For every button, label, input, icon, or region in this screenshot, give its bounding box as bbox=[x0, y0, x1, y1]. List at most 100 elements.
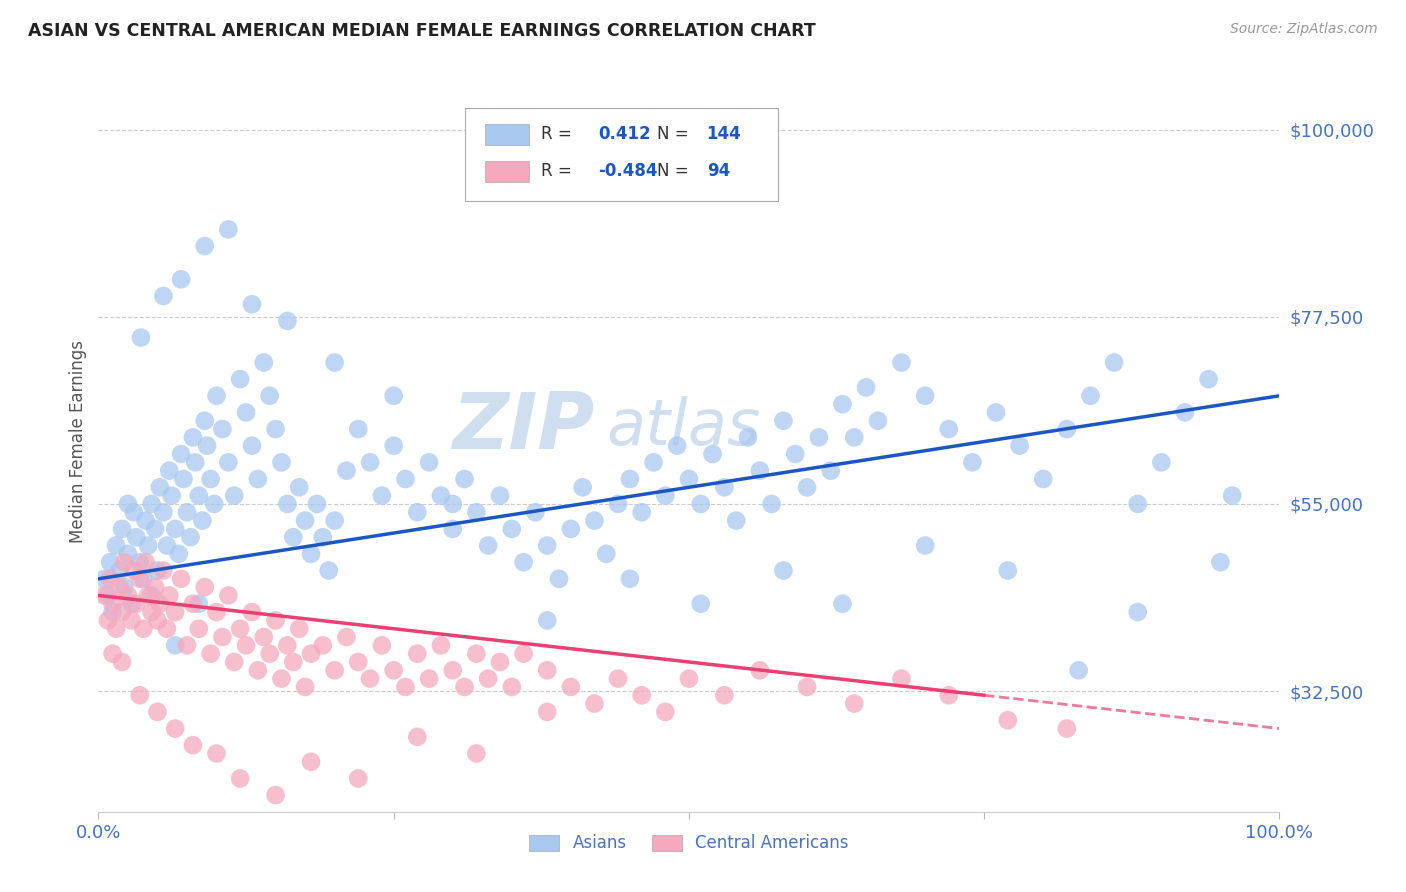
Point bbox=[678, 672, 700, 686]
Point bbox=[229, 622, 252, 636]
Point bbox=[97, 614, 120, 628]
Point bbox=[240, 605, 263, 619]
Point bbox=[997, 713, 1019, 727]
Point bbox=[1220, 489, 1243, 503]
FancyBboxPatch shape bbox=[485, 161, 530, 182]
Point bbox=[141, 497, 163, 511]
Point bbox=[229, 772, 252, 786]
Point bbox=[187, 597, 209, 611]
Point bbox=[371, 638, 394, 652]
Point bbox=[453, 680, 475, 694]
Text: ASIAN VS CENTRAL AMERICAN MEDIAN FEMALE EARNINGS CORRELATION CHART: ASIAN VS CENTRAL AMERICAN MEDIAN FEMALE … bbox=[28, 22, 815, 40]
Point bbox=[132, 572, 155, 586]
Point bbox=[294, 680, 316, 694]
Point bbox=[149, 480, 172, 494]
Point bbox=[246, 472, 269, 486]
Point bbox=[235, 638, 257, 652]
Point bbox=[1126, 497, 1149, 511]
Point bbox=[997, 564, 1019, 578]
Point bbox=[156, 539, 179, 553]
Point bbox=[583, 514, 606, 528]
Point bbox=[855, 380, 877, 394]
Point bbox=[962, 455, 984, 469]
Point bbox=[512, 555, 534, 569]
Point bbox=[406, 730, 429, 744]
Point bbox=[101, 647, 124, 661]
Point bbox=[112, 555, 135, 569]
Text: 94: 94 bbox=[707, 162, 730, 180]
Point bbox=[152, 289, 174, 303]
Point bbox=[406, 647, 429, 661]
Point bbox=[347, 772, 370, 786]
Text: R =: R = bbox=[541, 125, 572, 144]
Point bbox=[253, 355, 276, 369]
Point bbox=[394, 472, 416, 486]
Point bbox=[418, 672, 440, 686]
Point bbox=[1056, 722, 1078, 736]
Point bbox=[149, 597, 172, 611]
Point bbox=[465, 505, 488, 519]
Point bbox=[394, 680, 416, 694]
Point bbox=[202, 497, 225, 511]
Point bbox=[441, 663, 464, 677]
Point bbox=[560, 680, 582, 694]
Point bbox=[294, 514, 316, 528]
Point bbox=[536, 705, 558, 719]
Point bbox=[187, 622, 209, 636]
FancyBboxPatch shape bbox=[464, 109, 778, 201]
Point bbox=[191, 514, 214, 528]
Point bbox=[465, 747, 488, 761]
Point bbox=[643, 455, 665, 469]
Point bbox=[465, 647, 488, 661]
Point bbox=[194, 414, 217, 428]
Point bbox=[156, 622, 179, 636]
Point bbox=[914, 539, 936, 553]
Point bbox=[477, 539, 499, 553]
Text: Source: ZipAtlas.com: Source: ZipAtlas.com bbox=[1230, 22, 1378, 37]
Point bbox=[607, 497, 630, 511]
Point bbox=[205, 747, 228, 761]
Point bbox=[501, 680, 523, 694]
Point bbox=[489, 489, 512, 503]
Point bbox=[135, 555, 157, 569]
Point bbox=[165, 522, 187, 536]
Point bbox=[211, 630, 233, 644]
Point bbox=[844, 430, 866, 444]
Point bbox=[135, 514, 157, 528]
Point bbox=[323, 514, 346, 528]
Point bbox=[125, 597, 148, 611]
Point bbox=[524, 505, 547, 519]
Point bbox=[299, 647, 322, 661]
Point bbox=[1198, 372, 1220, 386]
Point bbox=[235, 405, 257, 419]
Point bbox=[1174, 405, 1197, 419]
Point bbox=[152, 505, 174, 519]
Point bbox=[512, 647, 534, 661]
Point bbox=[866, 414, 889, 428]
Point bbox=[654, 489, 676, 503]
Point bbox=[689, 497, 711, 511]
Point bbox=[382, 663, 405, 677]
Point bbox=[441, 497, 464, 511]
Point bbox=[418, 455, 440, 469]
Point bbox=[152, 564, 174, 578]
Point bbox=[111, 522, 134, 536]
Point bbox=[181, 738, 204, 752]
Point bbox=[105, 539, 128, 553]
Point bbox=[844, 697, 866, 711]
Point bbox=[1150, 455, 1173, 469]
Text: atlas: atlas bbox=[606, 396, 761, 458]
Point bbox=[725, 514, 748, 528]
Point bbox=[820, 464, 842, 478]
Point bbox=[772, 414, 794, 428]
Point bbox=[890, 672, 912, 686]
Point bbox=[264, 614, 287, 628]
Point bbox=[630, 688, 652, 702]
Point bbox=[678, 472, 700, 486]
Point bbox=[270, 672, 292, 686]
Point bbox=[112, 580, 135, 594]
Point bbox=[382, 439, 405, 453]
Point bbox=[702, 447, 724, 461]
Point bbox=[97, 589, 120, 603]
Point bbox=[259, 389, 281, 403]
